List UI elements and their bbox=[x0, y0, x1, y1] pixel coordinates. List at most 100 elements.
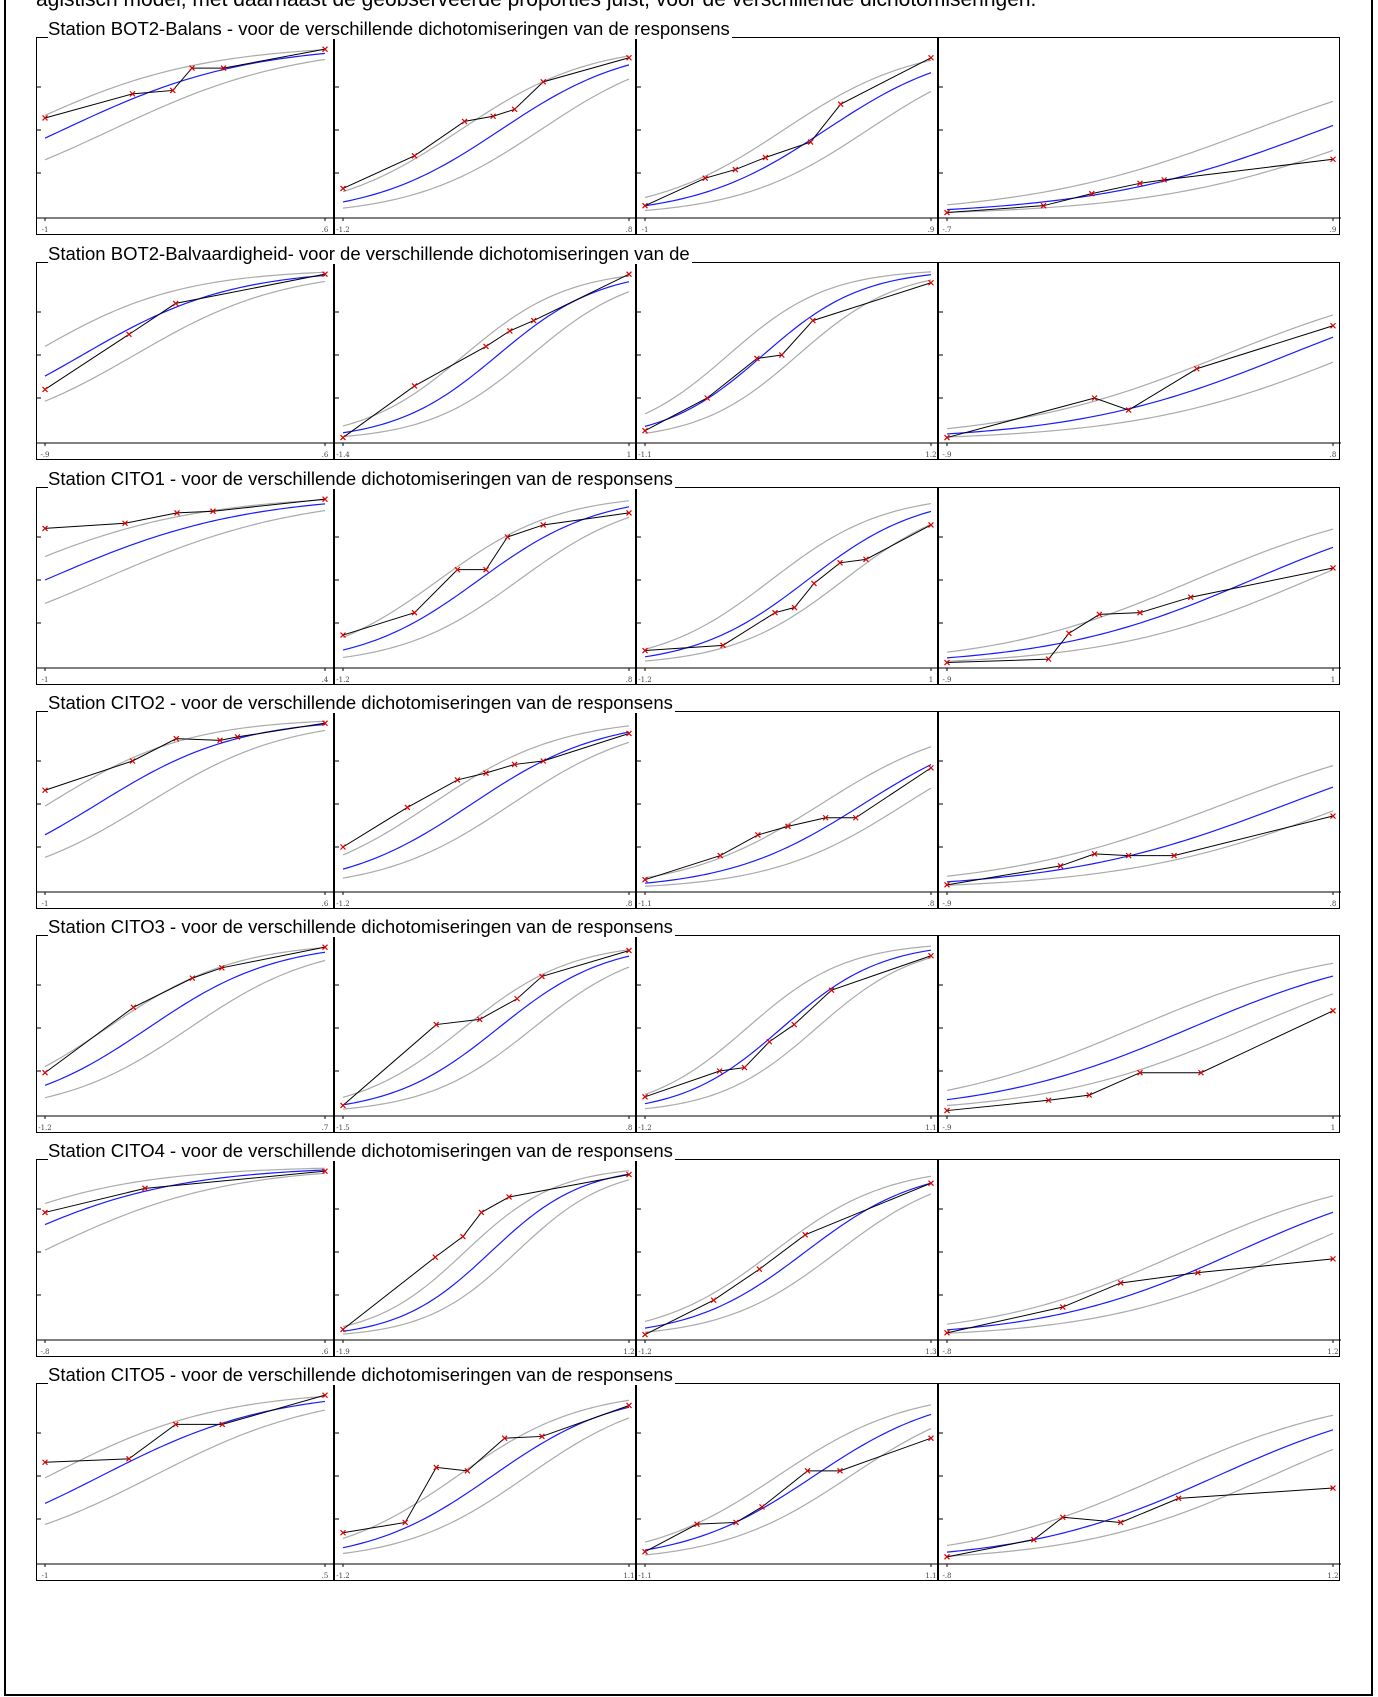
observed-point bbox=[785, 823, 791, 830]
item-panel: -1.2 1.3 bbox=[635, 1160, 939, 1356]
confidence-band-lower bbox=[342, 741, 630, 879]
panel-plot: -1 .5 bbox=[37, 1392, 333, 1580]
panel-row: -.8 .6 -1.9 1.2 -1.2 1.3 -.8 1.2 bbox=[36, 1159, 1341, 1357]
observed-point bbox=[506, 327, 513, 334]
panel-plot: -1.1 1.1 bbox=[637, 1404, 939, 1580]
observed-point bbox=[220, 65, 227, 72]
observed-point bbox=[340, 434, 346, 441]
panel-plot: -1.1 .8 bbox=[637, 746, 939, 908]
confidence-band-upper bbox=[644, 1175, 932, 1323]
station-block: Station CITO3 - voor de verschillende di… bbox=[0, 917, 1378, 1153]
observed-point bbox=[928, 54, 934, 61]
fitted-curve bbox=[44, 1400, 326, 1504]
confidence-band-upper bbox=[342, 275, 630, 427]
confidence-band-upper bbox=[342, 55, 630, 193]
observed-point bbox=[1086, 1092, 1093, 1099]
observed-point bbox=[1065, 630, 1072, 637]
observed-line bbox=[44, 946, 326, 1074]
confidence-band-lower bbox=[44, 280, 326, 402]
observed-point bbox=[642, 1093, 648, 1100]
observed-point bbox=[340, 1326, 346, 1333]
confidence-band-lower bbox=[644, 279, 932, 434]
observed-point bbox=[778, 352, 785, 358]
station-title: Station CITO4 - voor de verschillende di… bbox=[48, 1140, 675, 1161]
observed-line bbox=[946, 815, 1334, 886]
item-panel: -1.9 1.2 bbox=[333, 1160, 637, 1356]
confidence-band-lower bbox=[946, 149, 1334, 213]
confidence-band-upper bbox=[946, 100, 1334, 206]
observed-point bbox=[411, 152, 418, 159]
observed-point bbox=[126, 331, 132, 338]
x-tick-label-min: -1 bbox=[642, 226, 649, 234]
x-tick-label-min: -1.5 bbox=[336, 1124, 350, 1132]
x-tick-label-min: -1.2 bbox=[638, 676, 652, 684]
x-tick-label-max: 1.1 bbox=[925, 1572, 936, 1580]
observed-point bbox=[506, 1194, 512, 1200]
observed-point bbox=[928, 279, 934, 286]
observed-line bbox=[644, 955, 932, 1098]
x-tick-label-min: -1 bbox=[42, 676, 49, 684]
confidence-band-lower bbox=[946, 993, 1334, 1107]
observed-point bbox=[454, 776, 461, 783]
confidence-band-upper bbox=[44, 1395, 326, 1479]
panel-plot: -1.1 1.2 bbox=[637, 271, 939, 459]
item-panel: -1 .6 bbox=[37, 38, 333, 234]
x-tick-label-max: 1.2 bbox=[623, 1348, 634, 1356]
confidence-band-lower bbox=[44, 58, 326, 161]
x-tick-label-min: -.9 bbox=[40, 451, 49, 459]
station-title: Station BOT2-Balans - voor de verschille… bbox=[48, 18, 732, 39]
confidence-band-lower bbox=[342, 1179, 630, 1335]
x-tick-label-min: -.8 bbox=[40, 1348, 49, 1356]
observed-point bbox=[766, 1038, 773, 1045]
observed-line bbox=[44, 48, 326, 119]
observed-point bbox=[122, 520, 128, 527]
item-panel: -1.2 1 bbox=[635, 488, 939, 684]
observed-point bbox=[626, 1171, 632, 1178]
fitted-curve bbox=[342, 955, 630, 1106]
confidence-band-lower bbox=[342, 966, 630, 1110]
observed-point bbox=[1059, 1514, 1066, 1521]
confidence-band-lower bbox=[644, 957, 932, 1110]
station-block: Station CITO4 - voor de verschillende di… bbox=[0, 1140, 1378, 1377]
observed-point bbox=[217, 737, 223, 744]
observed-line bbox=[44, 722, 326, 791]
observed-point bbox=[129, 90, 136, 97]
panel-plot: -1 .9 bbox=[637, 54, 939, 234]
panel-plot: -.8 .6 bbox=[37, 1167, 333, 1356]
observed-point bbox=[460, 1233, 466, 1240]
observed-point bbox=[626, 54, 632, 61]
observed-point bbox=[340, 185, 346, 192]
confidence-band-upper bbox=[44, 1167, 326, 1205]
observed-point bbox=[42, 115, 48, 121]
x-tick-label-min: -1.2 bbox=[38, 1124, 52, 1132]
observed-point bbox=[483, 343, 489, 350]
station-block: Station BOT2-Balans - voor de verschille… bbox=[0, 18, 1378, 255]
observed-point bbox=[322, 720, 328, 727]
observed-point bbox=[1330, 1485, 1336, 1491]
confidence-band-lower bbox=[644, 523, 932, 662]
observed-point bbox=[944, 434, 950, 441]
observed-point bbox=[433, 1021, 440, 1028]
observed-point bbox=[720, 642, 726, 649]
observed-line bbox=[342, 1405, 630, 1534]
observed-point bbox=[642, 427, 648, 434]
observed-point bbox=[514, 995, 521, 1002]
panel-plot: -1.5 .8 bbox=[335, 947, 637, 1132]
observed-point bbox=[1161, 176, 1168, 183]
observed-point bbox=[791, 1021, 798, 1028]
station-block: Station CITO2 - voor de verschillende di… bbox=[0, 693, 1378, 929]
observed-line bbox=[342, 512, 630, 636]
confidence-band-upper bbox=[44, 499, 326, 558]
panel-plot: -1.2 .7 bbox=[37, 944, 333, 1132]
fitted-curve bbox=[342, 731, 630, 870]
observed-point bbox=[42, 787, 48, 794]
confidence-band-upper bbox=[946, 1195, 1334, 1325]
item-panel: -1 .6 bbox=[37, 712, 333, 908]
x-tick-label-min: -1.2 bbox=[336, 226, 350, 234]
observed-point bbox=[126, 1455, 132, 1462]
observed-line bbox=[644, 282, 932, 432]
panel-plot: -1.2 .8 bbox=[335, 54, 637, 234]
station-title: Station CITO1 - voor de verschillende di… bbox=[48, 468, 675, 489]
x-tick-label-min: -1.1 bbox=[638, 1572, 652, 1580]
observed-point bbox=[483, 566, 489, 573]
